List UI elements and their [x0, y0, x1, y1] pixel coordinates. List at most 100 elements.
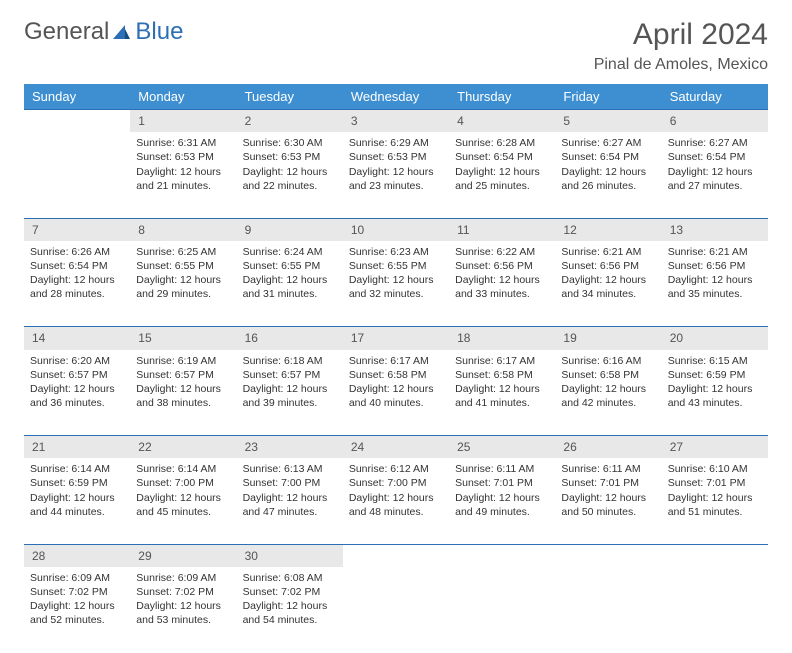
daylight-text: Daylight: 12 hours and 42 minutes.: [561, 382, 655, 410]
day-number: 4: [449, 110, 555, 133]
logo-triangle-icon: [111, 23, 131, 41]
sunrise-text: Sunrise: 6:15 AM: [668, 354, 762, 368]
day-cell: Sunrise: 6:23 AMSunset: 6:55 PMDaylight:…: [343, 241, 449, 327]
day-number: 13: [662, 218, 768, 241]
day-header-row: Sunday Monday Tuesday Wednesday Thursday…: [24, 84, 768, 110]
logo: General Blue: [24, 18, 183, 46]
day-cell: [449, 567, 555, 653]
day-number: 16: [237, 327, 343, 350]
day-number: 5: [555, 110, 661, 133]
sunrise-text: Sunrise: 6:09 AM: [136, 571, 230, 585]
day-content-row: Sunrise: 6:26 AMSunset: 6:54 PMDaylight:…: [24, 241, 768, 327]
daylight-text: Daylight: 12 hours and 29 minutes.: [136, 273, 230, 301]
day-cell: [555, 567, 661, 653]
sunset-text: Sunset: 6:53 PM: [243, 150, 337, 164]
day-header: Thursday: [449, 84, 555, 110]
sunset-text: Sunset: 6:59 PM: [30, 476, 124, 490]
day-number: 23: [237, 436, 343, 459]
sunrise-text: Sunrise: 6:27 AM: [668, 136, 762, 150]
day-cell: Sunrise: 6:31 AMSunset: 6:53 PMDaylight:…: [130, 132, 236, 218]
day-number: 27: [662, 436, 768, 459]
day-cell: Sunrise: 6:24 AMSunset: 6:55 PMDaylight:…: [237, 241, 343, 327]
day-cell: Sunrise: 6:28 AMSunset: 6:54 PMDaylight:…: [449, 132, 555, 218]
day-header: Wednesday: [343, 84, 449, 110]
day-header: Tuesday: [237, 84, 343, 110]
day-number: 17: [343, 327, 449, 350]
daylight-text: Daylight: 12 hours and 25 minutes.: [455, 165, 549, 193]
sunset-text: Sunset: 6:58 PM: [349, 368, 443, 382]
daylight-text: Daylight: 12 hours and 32 minutes.: [349, 273, 443, 301]
day-number: 21: [24, 436, 130, 459]
day-header: Saturday: [662, 84, 768, 110]
sunset-text: Sunset: 6:54 PM: [668, 150, 762, 164]
day-header: Friday: [555, 84, 661, 110]
daylight-text: Daylight: 12 hours and 54 minutes.: [243, 599, 337, 627]
sunrise-text: Sunrise: 6:11 AM: [455, 462, 549, 476]
sunrise-text: Sunrise: 6:26 AM: [30, 245, 124, 259]
day-number: 30: [237, 544, 343, 567]
sunset-text: Sunset: 7:00 PM: [243, 476, 337, 490]
day-number: 15: [130, 327, 236, 350]
daylight-text: Daylight: 12 hours and 49 minutes.: [455, 491, 549, 519]
sunrise-text: Sunrise: 6:20 AM: [30, 354, 124, 368]
day-cell: Sunrise: 6:17 AMSunset: 6:58 PMDaylight:…: [343, 350, 449, 436]
day-number: 3: [343, 110, 449, 133]
sunrise-text: Sunrise: 6:13 AM: [243, 462, 337, 476]
day-number: 8: [130, 218, 236, 241]
daylight-text: Daylight: 12 hours and 45 minutes.: [136, 491, 230, 519]
day-cell: Sunrise: 6:11 AMSunset: 7:01 PMDaylight:…: [449, 458, 555, 544]
day-number: 20: [662, 327, 768, 350]
daylight-text: Daylight: 12 hours and 36 minutes.: [30, 382, 124, 410]
daylight-text: Daylight: 12 hours and 52 minutes.: [30, 599, 124, 627]
day-content-row: Sunrise: 6:20 AMSunset: 6:57 PMDaylight:…: [24, 350, 768, 436]
sunset-text: Sunset: 7:01 PM: [561, 476, 655, 490]
title-block: April 2024 Pinal de Amoles, Mexico: [594, 18, 768, 74]
day-cell: Sunrise: 6:16 AMSunset: 6:58 PMDaylight:…: [555, 350, 661, 436]
calendar-table: Sunday Monday Tuesday Wednesday Thursday…: [24, 84, 768, 653]
sunrise-text: Sunrise: 6:16 AM: [561, 354, 655, 368]
sunrise-text: Sunrise: 6:17 AM: [455, 354, 549, 368]
sunset-text: Sunset: 6:55 PM: [349, 259, 443, 273]
day-number: 9: [237, 218, 343, 241]
daynum-row: 78910111213: [24, 218, 768, 241]
daylight-text: Daylight: 12 hours and 34 minutes.: [561, 273, 655, 301]
day-number: 26: [555, 436, 661, 459]
day-number: 10: [343, 218, 449, 241]
daylight-text: Daylight: 12 hours and 41 minutes.: [455, 382, 549, 410]
sunrise-text: Sunrise: 6:09 AM: [30, 571, 124, 585]
day-cell: Sunrise: 6:27 AMSunset: 6:54 PMDaylight:…: [662, 132, 768, 218]
month-title: April 2024: [594, 18, 768, 52]
sunset-text: Sunset: 6:54 PM: [561, 150, 655, 164]
daylight-text: Daylight: 12 hours and 38 minutes.: [136, 382, 230, 410]
day-number: 6: [662, 110, 768, 133]
sunrise-text: Sunrise: 6:30 AM: [243, 136, 337, 150]
daynum-row: 14151617181920: [24, 327, 768, 350]
sunset-text: Sunset: 7:02 PM: [30, 585, 124, 599]
day-number: 18: [449, 327, 555, 350]
day-cell: Sunrise: 6:18 AMSunset: 6:57 PMDaylight:…: [237, 350, 343, 436]
sunset-text: Sunset: 6:57 PM: [243, 368, 337, 382]
day-number: [449, 544, 555, 567]
day-cell: Sunrise: 6:08 AMSunset: 7:02 PMDaylight:…: [237, 567, 343, 653]
day-number: [555, 544, 661, 567]
logo-word1: General: [24, 18, 109, 46]
sunset-text: Sunset: 6:58 PM: [455, 368, 549, 382]
sunrise-text: Sunrise: 6:25 AM: [136, 245, 230, 259]
day-content-row: Sunrise: 6:14 AMSunset: 6:59 PMDaylight:…: [24, 458, 768, 544]
location: Pinal de Amoles, Mexico: [594, 56, 768, 74]
sunset-text: Sunset: 6:56 PM: [561, 259, 655, 273]
sunrise-text: Sunrise: 6:14 AM: [136, 462, 230, 476]
sunset-text: Sunset: 7:00 PM: [136, 476, 230, 490]
sunrise-text: Sunrise: 6:19 AM: [136, 354, 230, 368]
sunset-text: Sunset: 7:01 PM: [455, 476, 549, 490]
sunrise-text: Sunrise: 6:21 AM: [668, 245, 762, 259]
sunrise-text: Sunrise: 6:24 AM: [243, 245, 337, 259]
day-number: 25: [449, 436, 555, 459]
sunrise-text: Sunrise: 6:14 AM: [30, 462, 124, 476]
daylight-text: Daylight: 12 hours and 50 minutes.: [561, 491, 655, 519]
day-number: 14: [24, 327, 130, 350]
sunset-text: Sunset: 6:57 PM: [136, 368, 230, 382]
day-content-row: Sunrise: 6:09 AMSunset: 7:02 PMDaylight:…: [24, 567, 768, 653]
sunset-text: Sunset: 6:53 PM: [136, 150, 230, 164]
day-number: 29: [130, 544, 236, 567]
